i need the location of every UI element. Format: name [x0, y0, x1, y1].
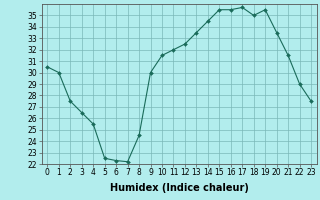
- X-axis label: Humidex (Indice chaleur): Humidex (Indice chaleur): [110, 183, 249, 193]
